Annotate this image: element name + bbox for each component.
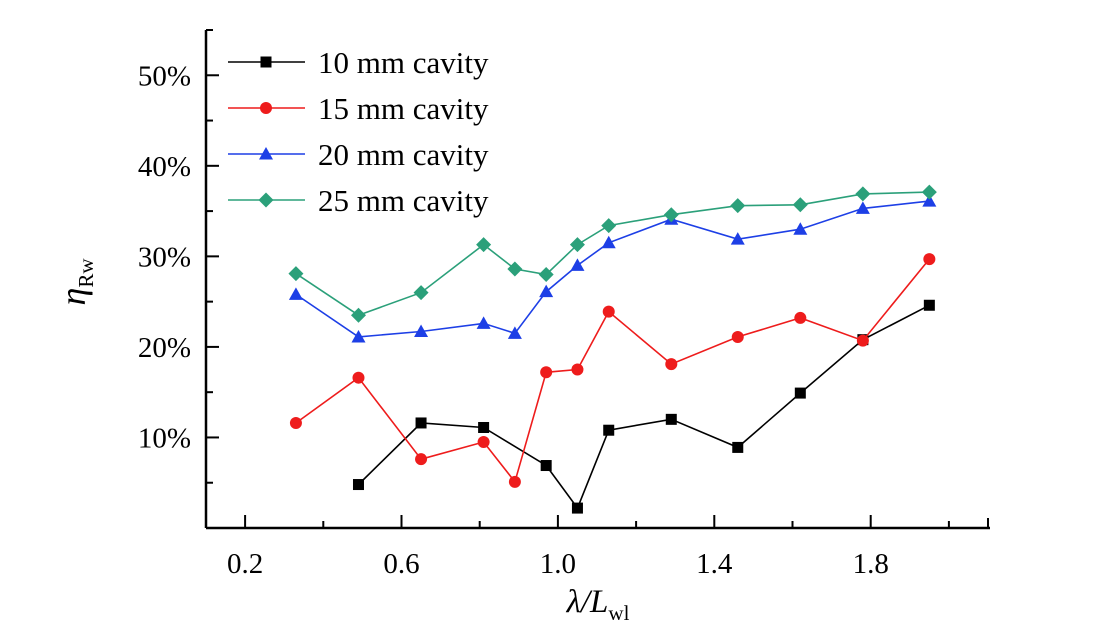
data-point: [601, 218, 617, 234]
data-point: [352, 371, 365, 384]
legend-item: 25 mm cavity: [228, 183, 489, 218]
series-line: [295, 200, 930, 338]
data-point: [571, 502, 583, 514]
data-point: [413, 285, 429, 301]
x-tick-label: 1.4: [696, 548, 733, 580]
data-point: [792, 197, 808, 213]
legend: 10 mm cavity 15 mm cavity 20 mm cavity 25 m…: [228, 45, 489, 218]
x-axis-ticks: 0.2 0.6 1.0 1.4 1.8: [227, 515, 950, 580]
y-axis-title-sub: Rw: [74, 258, 98, 288]
data-point: [350, 307, 366, 323]
data-point: [352, 479, 364, 491]
data-point: [415, 453, 428, 466]
data-point: [508, 475, 521, 488]
data-point: [923, 253, 936, 266]
series-3: [288, 194, 937, 343]
legend-item: 20 mm cavity: [228, 137, 489, 172]
x-tick-label: 1.0: [540, 548, 576, 580]
data-point: [923, 299, 935, 311]
legend-label: 15 mm cavity: [318, 91, 489, 126]
legend-label: 25 mm cavity: [318, 183, 489, 218]
data-point: [476, 316, 491, 329]
data-point: [507, 261, 523, 277]
x-axis-title: λ/Lwl: [566, 584, 630, 625]
y-tick-label: 50%: [138, 60, 191, 92]
data-point: [794, 387, 806, 399]
x-tick-label: 0.2: [227, 548, 263, 580]
legend-marker: [260, 102, 272, 114]
data-point: [571, 363, 584, 376]
data-point: [921, 184, 937, 200]
data-point: [414, 324, 429, 338]
legend-item: 15 mm cavity: [228, 91, 489, 126]
data-point: [665, 413, 677, 425]
data-point: [856, 334, 869, 347]
data-point: [794, 311, 807, 324]
series-layer: [288, 184, 937, 514]
data-point: [602, 305, 615, 318]
data-point: [730, 198, 746, 214]
data-point: [570, 258, 585, 271]
y-tick-label: 40%: [138, 151, 191, 183]
x-tick-label: 0.6: [383, 548, 419, 580]
data-point: [730, 232, 745, 245]
data-point: [569, 237, 585, 253]
plot-area: [204, 30, 990, 530]
y-tick-label: 30%: [138, 241, 191, 273]
data-point: [922, 194, 937, 207]
series-line: [295, 258, 930, 484]
data-point: [731, 330, 744, 343]
data-point: [478, 421, 490, 433]
data-point: [477, 435, 490, 448]
data-point: [663, 207, 679, 223]
data-point: [288, 266, 304, 282]
data-point: [507, 326, 522, 339]
data-point: [538, 266, 554, 282]
legend-label: 10 mm cavity: [318, 45, 489, 80]
data-point: [288, 287, 303, 300]
series-1: [352, 299, 935, 514]
data-point: [603, 424, 615, 436]
data-point: [415, 417, 427, 429]
data-point: [540, 366, 553, 379]
data-point: [601, 235, 616, 249]
series-2: [289, 253, 936, 488]
y-axis-title: ηRw: [53, 258, 98, 306]
data-point: [793, 222, 808, 235]
x-axis-title-sub: wl: [608, 601, 629, 625]
legend-marker: [260, 56, 272, 68]
x-tick-label: 1.8: [853, 548, 889, 580]
data-point: [351, 329, 366, 343]
y-tick-label: 20%: [138, 332, 191, 364]
data-point: [855, 201, 870, 214]
y-axis-ticks: 10% 20% 30% 40% 50%: [138, 29, 219, 484]
legend-item: 10 mm cavity: [228, 45, 489, 80]
data-point: [539, 284, 554, 298]
data-point: [476, 237, 492, 253]
legend-marker: [259, 147, 273, 160]
series-line: [357, 304, 930, 510]
y-tick-label: 10%: [138, 422, 191, 454]
data-point: [855, 186, 871, 202]
x-axis-title-main: λ/L: [566, 584, 609, 620]
legend-marker: [258, 192, 274, 208]
data-point: [540, 460, 552, 472]
data-point: [665, 358, 678, 371]
series-4: [288, 184, 937, 323]
y-axis-title-main: η: [53, 288, 93, 306]
data-point: [289, 416, 302, 429]
legend-label: 20 mm cavity: [318, 137, 489, 172]
data-point: [732, 441, 744, 453]
